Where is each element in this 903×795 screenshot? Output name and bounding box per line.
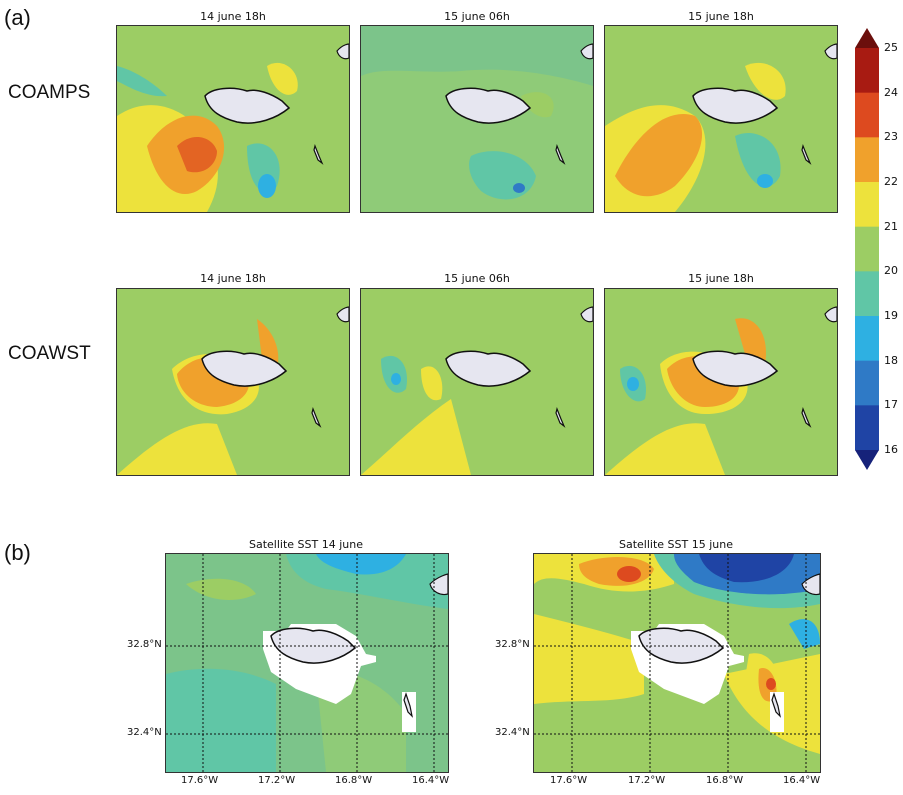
xtick-14-172: 17.2°W xyxy=(258,775,296,786)
colorbar-tick: 20 xyxy=(884,264,898,278)
xtick-15-168: 16.8°W xyxy=(706,775,744,786)
xtick-15-164: 16.4°W xyxy=(783,775,821,786)
colorbar-tick: 22 xyxy=(884,175,898,188)
title-coamps-1: 14 june 18h xyxy=(200,10,266,23)
colorbar-tick: 17 xyxy=(884,398,898,412)
row-label-coamps: COAMPS xyxy=(8,82,91,103)
ytick-15-328: 32.8°N xyxy=(495,639,530,650)
colorbar xyxy=(855,28,879,470)
colorbar-tick: 25 xyxy=(884,41,898,54)
colorbar-bin xyxy=(855,226,879,272)
panel-label-b: (b) xyxy=(4,540,31,565)
title-coawst-2: 15 june 06h xyxy=(444,272,510,285)
map-coamps-15june-06h xyxy=(360,25,594,213)
title-coawst-1: 14 june 18h xyxy=(200,272,266,285)
colorbar-bin xyxy=(855,271,879,317)
colorbar-tick: 16 xyxy=(884,443,898,456)
xtick-15-172: 17.2°W xyxy=(628,775,666,786)
colorbar-bin xyxy=(855,316,879,362)
map-satellite-15june xyxy=(533,553,821,773)
row-label-coawst: COAWST xyxy=(8,343,91,364)
xtick-15-176: 17.6°W xyxy=(550,775,588,786)
colorbar-bin xyxy=(855,405,879,451)
colorbar-tick: 23 xyxy=(884,130,898,144)
map-coawst-15june-18h xyxy=(604,288,838,476)
ytick-14-328: 32.8°N xyxy=(127,639,162,650)
colorbar-bin xyxy=(855,182,879,228)
title-coawst-3: 15 june 18h xyxy=(688,272,754,285)
xtick-14-176: 17.6°W xyxy=(181,775,219,786)
colorbar-extend-top xyxy=(855,28,879,48)
ytick-14-324: 32.4°N xyxy=(127,727,162,738)
map-coamps-14june-18h xyxy=(116,25,350,213)
map-coawst-14june-18h xyxy=(116,288,350,476)
map-satellite-14june xyxy=(165,553,449,773)
map-coamps-15june-18h xyxy=(604,25,838,213)
ytick-15-324: 32.4°N xyxy=(495,727,530,738)
title-satellite-14: Satellite SST 14 june xyxy=(249,538,363,551)
title-satellite-15: Satellite SST 15 june xyxy=(619,538,733,551)
colorbar-bin xyxy=(855,92,879,138)
xtick-14-164: 16.4°W xyxy=(412,775,450,786)
map-coawst-15june-06h xyxy=(360,288,594,476)
xtick-14-168: 16.8°W xyxy=(335,775,373,786)
colorbar-bin xyxy=(855,48,879,94)
title-coamps-3: 15 june 18h xyxy=(688,10,754,23)
colorbar-bin xyxy=(855,137,879,183)
colorbar-tick: 21 xyxy=(884,219,898,233)
title-coamps-2: 15 june 06h xyxy=(444,10,510,23)
colorbar-bin xyxy=(855,360,879,406)
colorbar-tick: 24 xyxy=(884,85,898,99)
colorbar-extend-bottom xyxy=(855,450,879,470)
panel-label-a: (a) xyxy=(4,5,31,30)
colorbar-tick: 18 xyxy=(884,353,898,367)
colorbar-tick: 19 xyxy=(884,309,898,322)
